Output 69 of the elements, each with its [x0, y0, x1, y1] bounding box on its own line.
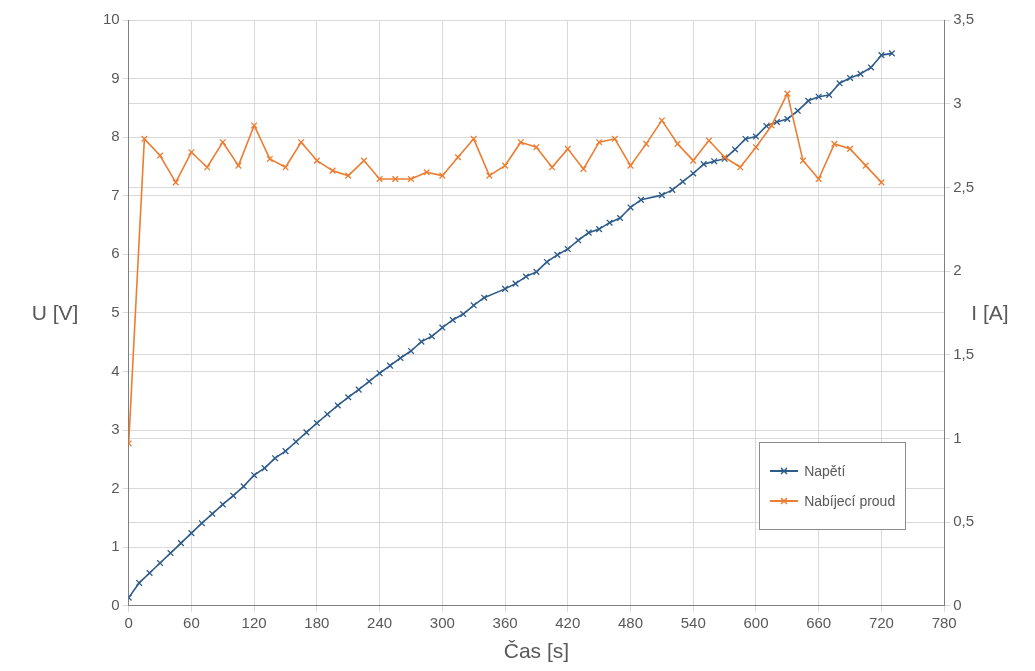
point: [658, 116, 666, 124]
y-tick-label: 9: [111, 68, 120, 86]
x-tick-label: 0: [124, 613, 133, 631]
y-tick-label: 8: [111, 127, 120, 145]
point: [862, 162, 870, 170]
point: [579, 165, 587, 173]
x-tick-label: 480: [617, 613, 644, 631]
x-axis-title: Čas [s]: [503, 639, 570, 663]
point: [360, 157, 368, 165]
x-tick-label: 600: [743, 613, 769, 631]
x-tick-label: 420: [555, 613, 581, 631]
x-tick-label: 720: [868, 613, 894, 631]
point: [344, 172, 352, 180]
y2-tick-label: 2,5: [953, 177, 975, 195]
point: [470, 135, 478, 143]
y2-tick-label: 2: [953, 261, 962, 279]
point: [266, 155, 274, 163]
legend-label: Napětí: [804, 462, 846, 479]
y-tick-label: 3: [111, 420, 120, 438]
point: [548, 163, 556, 171]
point: [250, 121, 258, 129]
y-tick-label: 1: [111, 537, 120, 555]
y2-tick-label: 1: [953, 428, 962, 446]
point: [674, 140, 682, 148]
point: [705, 137, 713, 144]
point: [187, 148, 195, 156]
y2-tick-label: 0,5: [953, 512, 975, 530]
point: [203, 163, 211, 171]
point: [501, 162, 509, 170]
y-tick-label: 2: [111, 478, 120, 496]
point: [532, 143, 540, 151]
point: [313, 157, 321, 165]
point: [564, 145, 572, 153]
x-tick-label: 360: [492, 613, 518, 631]
point: [830, 140, 838, 148]
x-tick-label: 60: [183, 613, 200, 631]
x-tick-label: 540: [680, 613, 706, 631]
x-tick-label: 780: [931, 613, 957, 631]
point: [815, 175, 823, 183]
x-tick-label: 660: [806, 613, 832, 631]
y-axis-title: U [V]: [31, 300, 79, 325]
point: [689, 157, 697, 165]
point: [329, 167, 337, 175]
y2-tick-label: 0: [953, 595, 962, 613]
legend-label: Nabíjecí proud: [804, 492, 896, 509]
y-tick-label: 6: [111, 244, 120, 262]
y2-tick-label: 3,5: [953, 10, 975, 28]
point: [752, 143, 760, 151]
point: [156, 152, 164, 160]
y-tick-label: 0: [111, 595, 120, 613]
point: [517, 138, 525, 146]
y-tick-label: 5: [111, 303, 120, 321]
y2-tick-label: 1,5: [953, 344, 975, 362]
x-tick-label: 180: [304, 613, 330, 631]
y2-tick-label: 3: [953, 93, 962, 111]
point: [799, 157, 807, 165]
y2-axis-title: I [A]: [971, 300, 1009, 325]
x-tick-label: 120: [241, 613, 267, 631]
point: [282, 163, 289, 171]
x-tick-label: 300: [429, 613, 455, 631]
y-tick-label: 10: [103, 10, 120, 28]
point: [376, 175, 384, 183]
y-tick-label: 7: [111, 185, 120, 203]
point: [454, 153, 462, 161]
point: [140, 135, 148, 143]
y-tick-label: 4: [111, 361, 120, 379]
x-tick-label: 240: [367, 613, 393, 631]
point: [391, 175, 399, 183]
point: [627, 162, 634, 170]
